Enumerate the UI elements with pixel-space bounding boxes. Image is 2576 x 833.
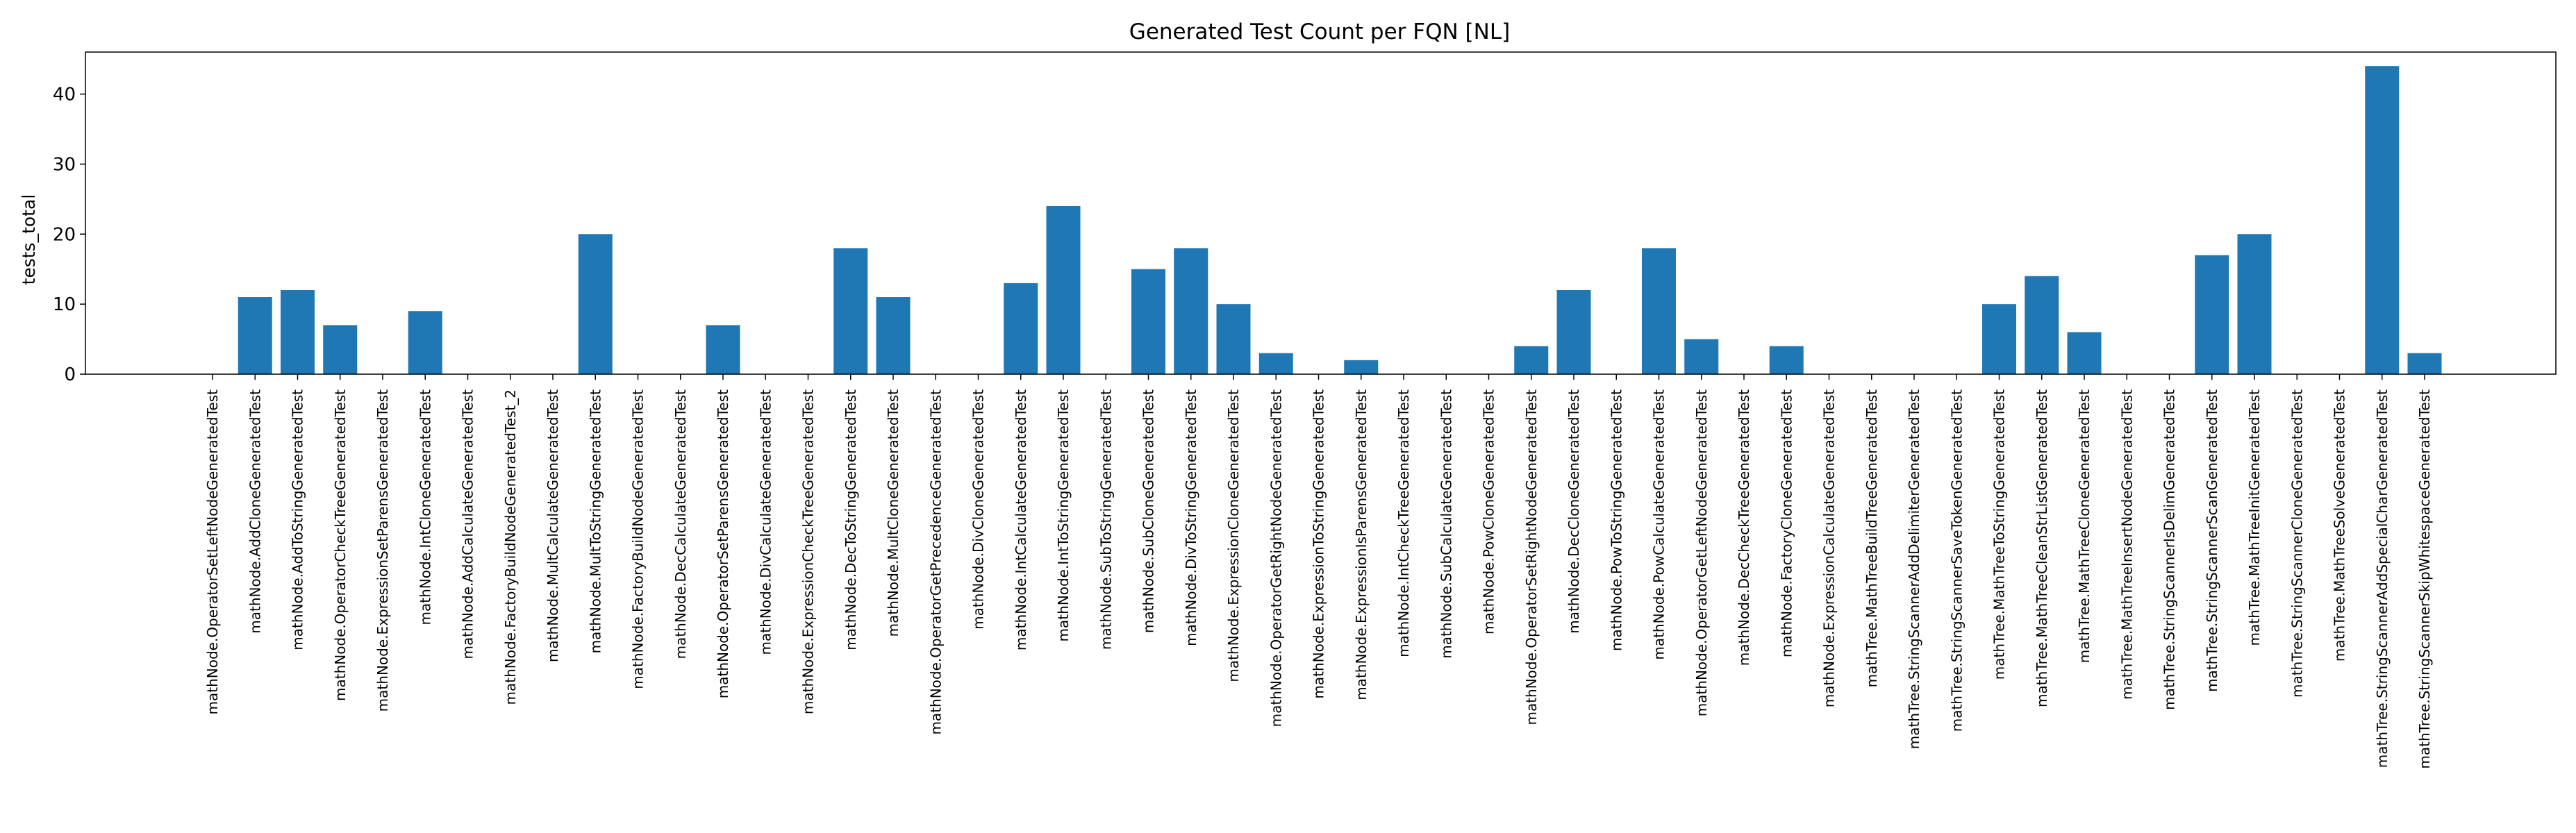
x-tick-label: mathTree.StringScannerAddDelimiterGenera…	[1906, 389, 1922, 749]
x-tick-label: mathNode.PowCalculateGeneratedTest	[1651, 389, 1668, 660]
x-tick-label: mathNode.MultToStringGeneratedTest	[587, 389, 604, 654]
bar	[2407, 353, 2442, 374]
x-tick-label: mathNode.DecCheckTreeGeneratedTest	[1736, 389, 1752, 666]
x-tick-label: mathNode.MultCloneGeneratedTest	[885, 389, 901, 637]
y-tick-label: 30	[53, 154, 76, 175]
x-tick-label: mathNode.ExpressionCloneGeneratedTest	[1225, 389, 1242, 682]
bars-group	[238, 66, 2442, 374]
bar	[1982, 304, 2016, 374]
x-tick-label: mathNode.IntCalculateGeneratedTest	[1013, 389, 1029, 650]
x-tick-label: mathNode.DivToStringGeneratedTest	[1183, 389, 1199, 646]
x-tick-label: mathNode.PowToStringGeneratedTest	[1608, 389, 1624, 651]
x-tick-label: mathTree.StringScannerSaveTokenGenerated…	[1948, 389, 1965, 732]
y-axis: 0 10 20 30 40	[53, 85, 85, 385]
bar	[578, 234, 613, 374]
bar	[1556, 289, 1591, 374]
bar	[833, 248, 868, 374]
x-tick-label: mathNode.DecToStringGeneratedTest	[842, 389, 859, 650]
bar	[408, 311, 442, 374]
x-tick-label: mathNode.DivCalculateGeneratedTest	[757, 389, 774, 655]
y-tick-label: 0	[64, 364, 76, 385]
x-tick-label: mathTree.StringScannerScanGeneratedTest	[2204, 389, 2220, 692]
x-tick-label: mathTree.MathTreeInsertNodeGeneratedTest	[2118, 389, 2135, 700]
x-tick-label: mathTree.StringScannerIsDelimGeneratedTe…	[2161, 389, 2178, 710]
x-tick-label: mathNode.SubCloneGeneratedTest	[1140, 389, 1157, 633]
x-tick-label: mathNode.DecCalculateGeneratedTest	[672, 389, 689, 659]
bar	[1046, 205, 1081, 374]
plot-frame	[85, 51, 2557, 375]
x-tick-label: mathNode.OperatorGetRightNodeGeneratedTe…	[1268, 389, 1284, 727]
bar	[2025, 276, 2059, 374]
bar	[1216, 304, 1251, 374]
x-tick-label: mathNode.AddCalculateGeneratedTest	[460, 389, 476, 659]
x-tick-label: mathNode.FactoryBuildNodeGeneratedTest	[630, 389, 647, 689]
bar	[1684, 339, 1719, 374]
x-tick-label: mathNode.PowCloneGeneratedTest	[1481, 389, 1497, 634]
x-tick-label: mathNode.OperatorSetLeftNodeGeneratedTes…	[204, 389, 221, 715]
x-tick-label: mathNode.IntToStringGeneratedTest	[1055, 389, 1072, 642]
x-tick-label: mathNode.MultCalculateGeneratedTest	[545, 389, 561, 662]
x-tick-label: mathTree.MathTreeInitGeneratedTest	[2246, 389, 2263, 646]
x-tick-label: mathNode.AddToStringGeneratedTest	[290, 389, 306, 650]
x-tick-label: mathNode.OperatorGetPrecedenceGeneratedT…	[927, 389, 944, 735]
x-tick-label: mathTree.MathTreeToStringGeneratedTest	[1991, 389, 2008, 680]
x-tick-label: mathNode.DivCloneGeneratedTest	[970, 389, 987, 630]
bar	[323, 325, 358, 374]
bar	[1514, 346, 1549, 374]
x-axis: mathNode.OperatorSetLeftNodeGeneratedTes…	[204, 374, 2433, 769]
x-tick-label: mathNode.FactoryBuildNodeGeneratedTest_2	[502, 389, 519, 705]
x-tick-label: mathNode.ExpressionIsParensGeneratedTest	[1353, 389, 1370, 700]
bar	[281, 289, 315, 374]
bar	[1642, 248, 1676, 374]
x-tick-label: mathNode.IntCloneGeneratedTest	[417, 389, 433, 625]
y-axis-label: tests_total	[19, 194, 39, 285]
bar	[2365, 66, 2400, 374]
x-tick-label: mathNode.OperatorCheckTreeGeneratedTest	[332, 389, 349, 701]
y-tick-label: 10	[53, 294, 76, 315]
bar	[1344, 360, 1379, 374]
bar	[1769, 346, 1804, 374]
x-tick-label: mathNode.OperatorGetLeftNodeGeneratedTes…	[1693, 389, 1710, 716]
bar	[1131, 269, 1165, 374]
x-tick-label: mathTree.MathTreeBuildTreeGeneratedTest	[1863, 389, 1880, 688]
bar	[2195, 255, 2229, 374]
y-tick-label: 20	[53, 224, 76, 245]
x-tick-label: mathNode.OperatorSetParensGeneratedTest	[715, 389, 731, 698]
x-tick-label: mathNode.ExpressionCheckTreeGeneratedTes…	[800, 389, 817, 714]
bar	[706, 325, 740, 374]
x-tick-label: mathNode.ExpressionCalculateGeneratedTes…	[1821, 389, 1838, 707]
x-tick-label: mathTree.StringScannerSkipWhitespaceGene…	[2416, 389, 2433, 769]
x-tick-label: mathTree.MathTreeCleanStrListGeneratedTe…	[2034, 389, 2050, 707]
bar	[238, 297, 272, 374]
bar	[1004, 283, 1038, 374]
x-tick-label: mathNode.SubToStringGeneratedTest	[1097, 389, 1114, 650]
x-tick-label: mathTree.MathTreeSolveGeneratedTest	[2332, 389, 2348, 662]
x-tick-label: mathTree.StringScannerCloneGeneratedTest	[2288, 389, 2305, 698]
x-tick-label: mathNode.ExpressionToStringGeneratedTest	[1311, 389, 1327, 699]
y-tick-label: 40	[53, 85, 76, 106]
bar	[1174, 248, 1208, 374]
bar	[1258, 353, 1293, 374]
x-tick-label: mathNode.SubCalculateGeneratedTest	[1438, 389, 1454, 659]
x-tick-label: mathTree.StringScannerAddSpecialCharGene…	[2374, 389, 2391, 768]
bar	[876, 297, 911, 374]
x-tick-label: mathNode.OperatorSetRightNodeGeneratedTe…	[1523, 389, 1540, 725]
x-tick-label: mathNode.IntCheckTreeGeneratedTest	[1395, 389, 1412, 657]
x-tick-label: mathNode.FactoryCloneGeneratedTest	[1778, 389, 1795, 657]
bar	[2067, 332, 2102, 374]
x-tick-label: mathTree.MathTreeCloneGeneratedTest	[2076, 389, 2093, 663]
x-tick-label: mathNode.DecCloneGeneratedTest	[1565, 389, 1582, 634]
x-tick-label: mathNode.ExpressionSetParensGeneratedTes…	[374, 389, 391, 712]
chart-title: Generated Test Count per FQN [NL]	[1129, 19, 1510, 44]
x-tick-label: mathNode.AddCloneGeneratedTest	[247, 389, 263, 634]
bar	[2237, 234, 2272, 374]
